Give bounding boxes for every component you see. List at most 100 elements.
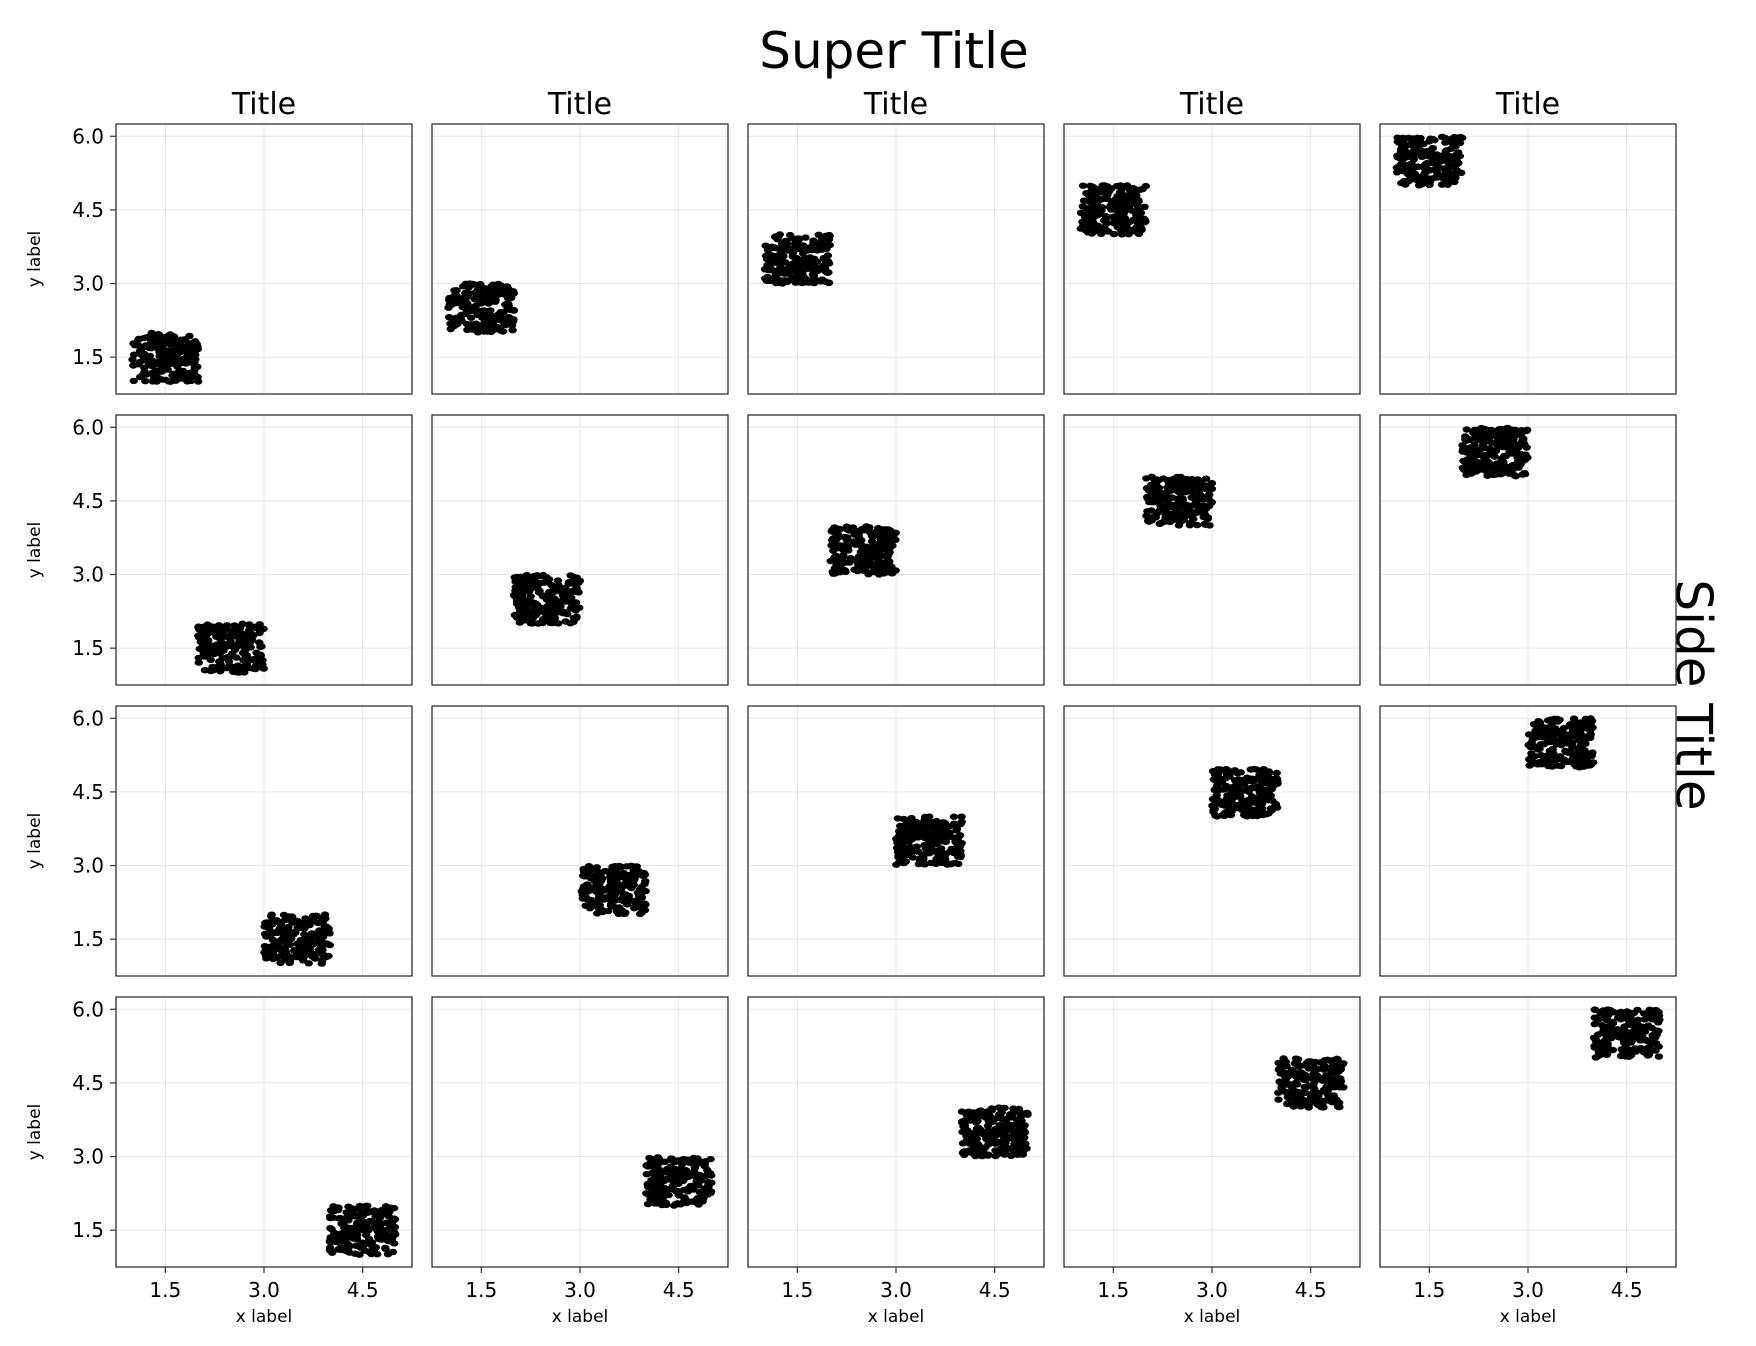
scatter-point [200,667,210,674]
scatter-point [1163,488,1172,496]
scatter-point [328,1249,337,1256]
scatter-point [991,1125,1000,1133]
y-axis-label: y label [25,522,45,579]
scatter-point [325,1244,335,1251]
scatter-point [640,871,650,878]
scatter-point [1439,174,1448,181]
scatter-point [813,247,822,254]
scatter-point [1294,1063,1304,1070]
scatter-point [196,635,205,642]
scatter-point [614,910,623,918]
scatter-point [795,235,804,242]
scatter-point [1151,481,1161,488]
scatter-point [878,526,887,533]
scatter-point [620,910,629,917]
scatter-point [1568,743,1577,750]
scatter-point [214,643,223,651]
scatter-point [1522,427,1531,435]
scatter-point [1136,209,1146,217]
scatter-point [788,234,797,242]
scatter-point [1654,1053,1664,1060]
scatter-point [1141,218,1150,225]
scatter-point [563,610,572,618]
y-tick-label: 3.0 [72,272,104,296]
scatter-point [1308,1075,1317,1082]
y-axis-label: y label [25,1104,45,1161]
scatter-point [146,343,155,350]
x-tick-label: 4.5 [663,1278,695,1302]
scatter-point [1328,1057,1338,1064]
scatter-point [1249,765,1259,773]
scatter-point [606,875,616,883]
scatter-point [159,350,169,357]
scatter-point [1007,1114,1016,1121]
scatter-point [561,584,570,592]
scatter-point [1227,798,1236,806]
scatter-point [774,266,784,274]
panel-r2-c1 [431,705,729,977]
scatter-point [141,377,150,385]
scatter-point [299,925,309,932]
scatter-point [1318,1102,1327,1109]
scatter-point [295,919,304,927]
scatter-point [502,320,512,327]
scatter-point [1542,733,1552,740]
scatter-point [1648,1016,1657,1023]
scatter-point [984,1141,993,1148]
scatter-point [271,938,280,945]
scatter-point [542,603,552,610]
scatter-point [1485,445,1494,452]
x-axis-label: x label [552,1307,609,1327]
scatter-point [1164,518,1173,525]
scatter-point [1014,1126,1023,1133]
scatter-point [1409,156,1419,163]
scatter-point [499,315,508,322]
y-tick-label: 6.0 [72,415,104,439]
scatter-point [129,362,138,369]
scatter-point [1288,1085,1297,1092]
scatter-point [1255,788,1265,796]
scatter-point [1509,471,1519,479]
scatter-point [991,1152,1000,1160]
scatter-point [874,554,883,561]
scatter-point [1491,447,1501,454]
scatter-point [1171,508,1180,515]
scatter-point [542,596,552,603]
scatter-point [1398,137,1407,144]
panel-r3-c4: 1.5 3.0 4.5 x label [1379,996,1677,1327]
scatter-point [1501,443,1511,450]
scatter-point [1630,1027,1639,1034]
scatter-point [971,1119,981,1126]
scatter-point [311,912,320,920]
scatter-point [984,1127,993,1135]
scatter-point [452,292,461,299]
scatter-point [1590,1006,1600,1013]
scatter-point [1291,1079,1301,1086]
scatter-point [502,283,512,290]
scatter-point [1589,1034,1599,1042]
scatter-point [794,256,803,263]
scatter-point [1535,759,1544,766]
scatter-point [1083,212,1093,219]
scatter-point [1088,188,1097,195]
scatter-point [1488,461,1497,468]
scatter-point [885,545,894,552]
scatter-point [956,820,965,828]
scatter-point [901,834,910,841]
scatter-point [147,338,156,345]
scatter-point [187,377,196,385]
panel-frame [431,414,729,686]
scatter-point [993,1131,1003,1138]
scatter-point [147,361,156,368]
scatter-point [810,279,819,287]
scatter-point [1143,517,1153,525]
panel-frame [1379,123,1677,395]
scatter-point [388,1248,398,1256]
scatter-point [515,619,524,626]
scatter-point [572,614,581,622]
scatter-point [191,356,200,363]
scatter-point [873,568,882,575]
scatter-point [1582,755,1592,762]
scatter-point [252,649,261,656]
scatter-point [779,242,789,249]
